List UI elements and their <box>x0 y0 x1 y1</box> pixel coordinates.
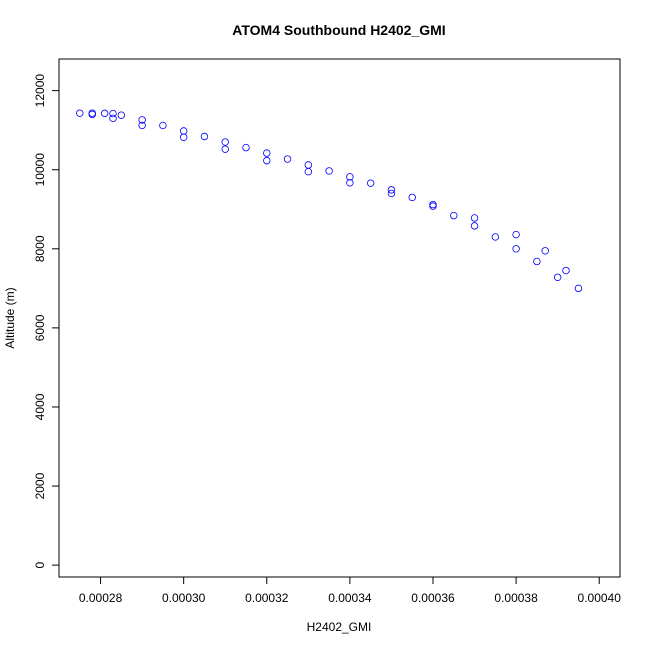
data-point <box>283 155 292 163</box>
data-point <box>263 149 271 157</box>
data-point <box>346 173 354 181</box>
x-tick-label: 0.00032 <box>245 591 289 605</box>
data-point <box>429 200 437 209</box>
data-point <box>512 230 520 239</box>
data-point <box>221 145 229 153</box>
data-point <box>574 284 583 293</box>
data-point <box>304 161 313 169</box>
data-point <box>138 121 146 130</box>
chart-title: ATOM4 Southbound H2402_GMI <box>232 22 445 38</box>
data-point <box>88 110 96 119</box>
data-point <box>429 202 437 210</box>
x-tick-label: 0.00030 <box>162 591 206 605</box>
data-point <box>387 186 396 194</box>
data-point <box>109 114 117 123</box>
data-point <box>346 179 354 187</box>
data-point <box>138 116 146 124</box>
data-point <box>159 121 167 130</box>
data-point <box>553 273 562 281</box>
data-point <box>101 109 109 118</box>
data-point <box>109 109 117 118</box>
x-axis: 0.00028 0.00030 0.00032 0.00034 0.00036 0.000… <box>79 576 622 605</box>
data-point <box>470 214 479 222</box>
y-axis: 0 2000 4000 6000 8000 10000 12000 <box>33 74 60 568</box>
data-point <box>450 211 458 220</box>
data-point <box>200 132 209 141</box>
data-point <box>179 133 188 141</box>
data-point <box>541 247 549 255</box>
data-point <box>387 189 396 198</box>
data-point <box>408 193 416 202</box>
x-tick-label: 0.00040 <box>578 591 622 605</box>
y-tick-label: 6000 <box>33 314 47 341</box>
data-point <box>242 143 250 152</box>
data-point <box>562 266 570 275</box>
y-tick-label: 0 <box>33 561 47 568</box>
data-point <box>533 257 541 266</box>
x-axis-label: H2402_GMI <box>307 620 372 634</box>
x-tick-label: 0.00038 <box>494 591 538 605</box>
data-point <box>325 167 333 175</box>
data-point <box>470 222 479 230</box>
data-point <box>491 233 500 241</box>
y-tick-label: 12000 <box>33 74 47 108</box>
data-point <box>366 179 375 187</box>
data-point <box>179 127 188 135</box>
data-point <box>263 156 271 165</box>
y-tick-label: 4000 <box>33 393 47 420</box>
data-point <box>76 109 84 117</box>
x-tick-label: 0.00034 <box>328 591 372 605</box>
data-point <box>304 167 313 176</box>
x-tick-label: 0.00036 <box>411 591 455 605</box>
data-points <box>76 109 583 293</box>
data-point <box>221 138 229 146</box>
data-point <box>512 245 520 253</box>
y-tick-label: 8000 <box>33 235 47 262</box>
y-tick-label: 10000 <box>33 153 47 187</box>
y-tick-label: 2000 <box>33 472 47 499</box>
y-axis-label: Altitude (m) <box>3 287 17 348</box>
x-tick-label: 0.00028 <box>79 591 123 605</box>
plot-frame <box>58 58 621 578</box>
data-point <box>117 111 126 119</box>
